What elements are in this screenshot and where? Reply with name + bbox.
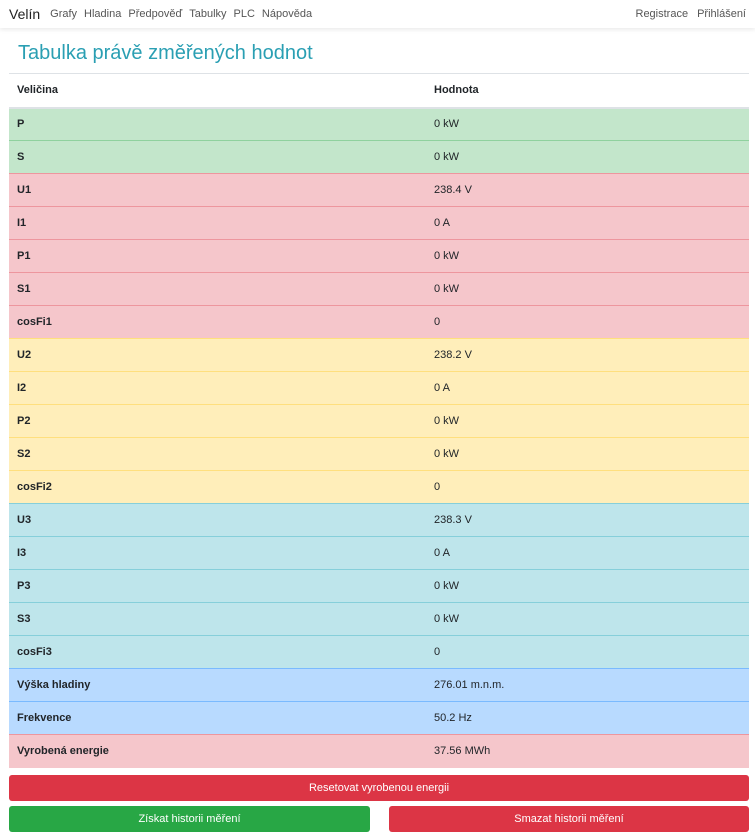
quantity-cell: P1 (9, 239, 426, 273)
nav-plc[interactable]: PLC (233, 8, 255, 20)
quantity-cell: S (9, 140, 426, 174)
nav-predpoved[interactable]: Předpověď (128, 8, 183, 20)
quantity-cell: P3 (9, 569, 426, 603)
quantity-cell: Vyrobená energie (9, 734, 426, 768)
quantity-cell: Frekvence (9, 701, 426, 735)
reset-energy-button[interactable]: Resetovat vyrobenou energii (9, 775, 749, 801)
value-cell: 0 A (426, 206, 749, 240)
quantity-cell: S1 (9, 272, 426, 306)
value-cell: 0 kW (426, 602, 749, 636)
table-row: cosFi3 0 (9, 635, 749, 669)
navbar: Velín Grafy Hladina Předpověď Tabulky PL… (0, 0, 755, 28)
value-cell: 37.56 MWh (426, 734, 749, 768)
nav-grafy[interactable]: Grafy (50, 8, 78, 20)
table-row: U2 238.2 V (9, 338, 749, 372)
get-history-button[interactable]: Získat historii měření (9, 806, 370, 832)
table-row: P2 0 kW (9, 404, 749, 438)
nav-hladina[interactable]: Hladina (84, 8, 122, 20)
table-row: I2 0 A (9, 371, 749, 405)
value-cell: 0 kW (426, 569, 749, 603)
table-row: Frekvence 50.2 Hz (9, 701, 749, 735)
nav-napoveda[interactable]: Nápověda (261, 8, 313, 20)
quantity-cell: U2 (9, 338, 426, 372)
table-row: Vyrobená energie 37.56 MWh (9, 734, 749, 768)
value-cell: 238.4 V (426, 173, 749, 207)
value-cell: 0 kW (426, 107, 749, 141)
table-row: S3 0 kW (9, 602, 749, 636)
value-cell: 0 kW (426, 272, 749, 306)
nav-prihlaseni[interactable]: Přihlášení (697, 8, 746, 20)
table-row: cosFi2 0 (9, 470, 749, 504)
table-row: P3 0 kW (9, 569, 749, 603)
column-header-value: Hodnota (426, 73, 749, 109)
quantity-cell: cosFi3 (9, 635, 426, 669)
quantity-cell: I2 (9, 371, 426, 405)
page-title: Tabulka právě změřených hodnot (18, 42, 313, 64)
quantity-cell: Výška hladiny (9, 668, 426, 702)
table-row: S1 0 kW (9, 272, 749, 306)
value-cell: 238.3 V (426, 503, 749, 537)
quantity-cell: P2 (9, 404, 426, 438)
table-row: I1 0 A (9, 206, 749, 240)
value-cell: 0 kW (426, 239, 749, 273)
quantity-cell: I3 (9, 536, 426, 570)
value-cell: 0 A (426, 536, 749, 570)
nav-registrace[interactable]: Registrace (635, 8, 689, 20)
nav-tabulky[interactable]: Tabulky (189, 8, 227, 20)
quantity-cell: cosFi2 (9, 470, 426, 504)
value-cell: 238.2 V (426, 338, 749, 372)
value-cell: 50.2 Hz (426, 701, 749, 735)
table-row: S2 0 kW (9, 437, 749, 471)
column-header-quantity: Veličina (9, 73, 426, 109)
value-cell: 0 kW (426, 437, 749, 471)
value-cell: 0 (426, 305, 749, 339)
table-row: U3 238.3 V (9, 503, 749, 537)
quantity-cell: U1 (9, 173, 426, 207)
quantity-cell: S2 (9, 437, 426, 471)
table-row: U1 238.4 V (9, 173, 749, 207)
quantity-cell: S3 (9, 602, 426, 636)
value-cell: 0 (426, 470, 749, 504)
value-cell: 0 A (426, 371, 749, 405)
value-cell: 0 kW (426, 140, 749, 174)
table-row: P1 0 kW (9, 239, 749, 273)
value-cell: 0 (426, 635, 749, 669)
value-cell: 276.01 m.n.m. (426, 668, 749, 702)
table-row: Výška hladiny 276.01 m.n.m. (9, 668, 749, 702)
value-cell: 0 kW (426, 404, 749, 438)
delete-history-button[interactable]: Smazat historii měření (389, 806, 749, 832)
table-row: I3 0 A (9, 536, 749, 570)
quantity-cell: P (9, 107, 426, 141)
brand-link[interactable]: Velín (9, 6, 41, 22)
quantity-cell: U3 (9, 503, 426, 537)
table-row: cosFi1 0 (9, 305, 749, 339)
quantity-cell: cosFi1 (9, 305, 426, 339)
quantity-cell: I1 (9, 206, 426, 240)
